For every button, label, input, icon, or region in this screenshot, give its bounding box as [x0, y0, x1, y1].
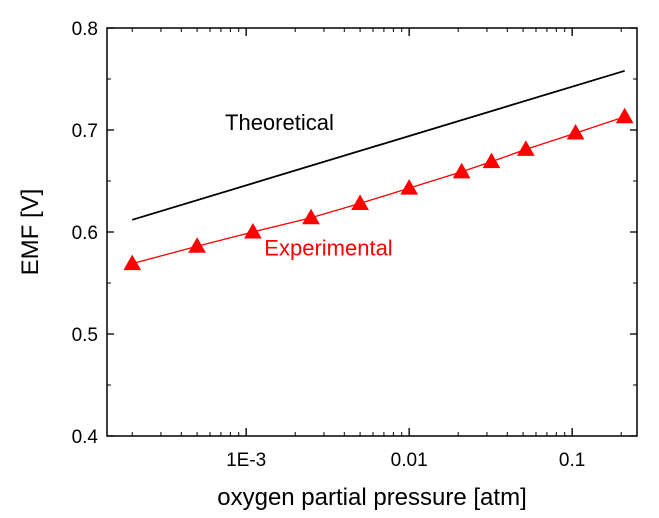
data-point-marker [452, 162, 471, 179]
y-tick-label: 0.8 [72, 19, 98, 40]
x-axis-title: oxygen partial pressure [atm] [217, 484, 526, 511]
plot-frame [106, 27, 638, 437]
data-point-marker [566, 124, 585, 140]
data-point-marker [244, 222, 262, 239]
y-tick-label: 0.4 [72, 427, 99, 448]
data-point-marker [400, 179, 419, 195]
data-point-marker [615, 107, 634, 124]
tick-group [107, 27, 637, 437]
y-tick-label: 0.7 [72, 121, 98, 142]
x-tick-label: 0.1 [559, 450, 585, 471]
annotation-experimental: Experimental [264, 235, 392, 260]
series-line-theoretical [131, 69, 625, 221]
data-point-marker [188, 237, 206, 253]
x-tick-label: 0.01 [391, 450, 428, 471]
data-point-marker [482, 152, 501, 169]
y-tick-label: 0.6 [72, 223, 98, 244]
y-axis-title: EMF [V] [17, 189, 44, 276]
data-point-marker [123, 254, 142, 271]
y-tick-label: 0.5 [72, 325, 98, 346]
x-tick-label: 1E-3 [226, 450, 266, 471]
label-group: 0.4 0.5 0.6 0.7 0.8 1E-3 0.01 0.1 Theoretical Exp… [72, 19, 586, 471]
data-point-marker [302, 208, 320, 225]
data-point-marker [516, 140, 535, 156]
data-point-marker [351, 194, 369, 210]
annotation-theoretical: Theoretical [225, 110, 334, 135]
series-group [123, 69, 634, 271]
